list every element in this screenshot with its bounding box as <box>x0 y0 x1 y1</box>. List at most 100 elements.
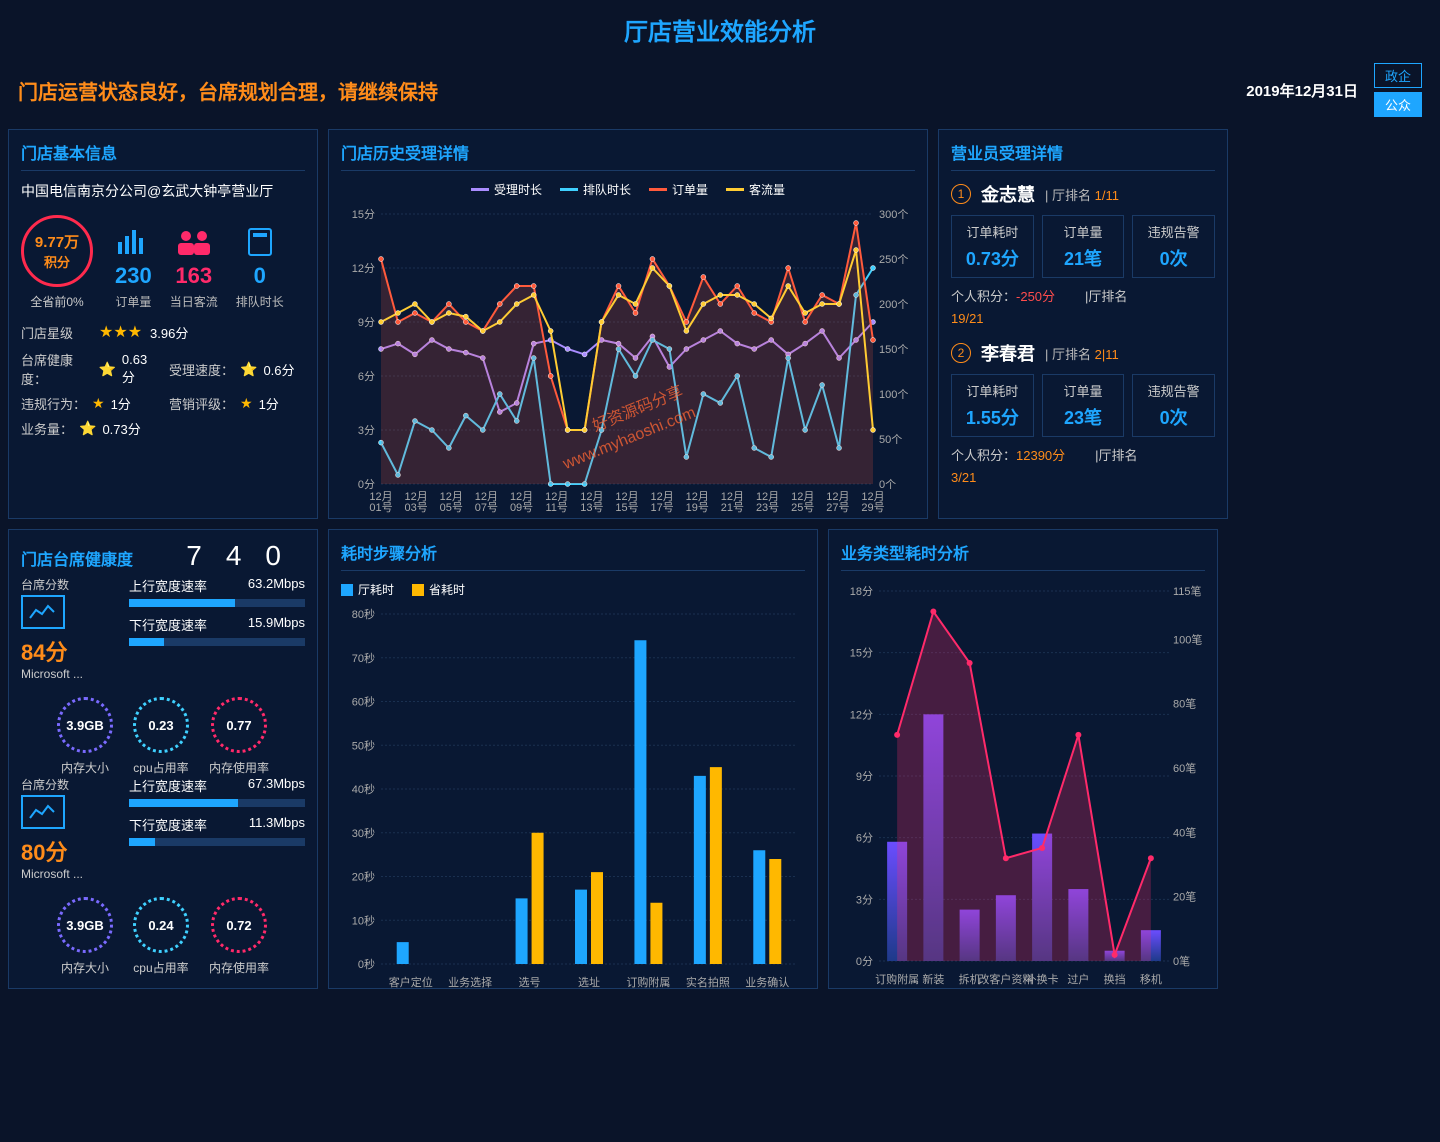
monitor-icon <box>21 795 65 829</box>
employee-card: 2 李春君 | 厅排名 2|11 订单耗时1.55分订单量23笔违规告警0次 个… <box>951 340 1215 485</box>
svg-text:05号: 05号 <box>440 501 463 514</box>
gauge: 3.9GB内存大小 <box>57 897 113 976</box>
svg-text:拆机: 拆机 <box>959 972 981 986</box>
legend-item: 省耗时 <box>412 581 465 598</box>
legend-item: 受理时长 <box>471 181 542 198</box>
biztype-chart-panel: 业务类型耗时分析 0分3分6分9分12分15分18分0笔20笔40笔60笔80笔… <box>828 529 1218 989</box>
svg-text:40笔: 40笔 <box>1173 825 1196 839</box>
gauge: 0.72内存使用率 <box>209 897 269 976</box>
seat-card: 台席分数 80分 Microsoft ... 上行宽度速率67.3Mbps 下行… <box>21 776 305 881</box>
star-icon: ★ <box>128 324 142 341</box>
svg-text:07号: 07号 <box>475 501 498 514</box>
gauge: 0.77内存使用率 <box>209 697 269 776</box>
svg-text:01号: 01号 <box>369 501 392 514</box>
legend-item: 厅耗时 <box>341 581 394 598</box>
step-chart-panel: 耗时步骤分析 厅耗时省耗时 0秒10秒20秒30秒40秒50秒60秒70秒80秒… <box>328 529 818 989</box>
svg-text:21号: 21号 <box>721 501 744 514</box>
step-chart: 0秒10秒20秒30秒40秒50秒60秒70秒80秒客户定位业务选择选号选址订购… <box>341 604 807 989</box>
zhengqi-button[interactable]: 政企 <box>1374 63 1422 88</box>
svg-text:30秒: 30秒 <box>352 826 375 840</box>
svg-text:15分: 15分 <box>850 647 873 660</box>
employee-name: 金志慧 <box>981 181 1035 207</box>
svg-text:29号: 29号 <box>861 501 884 514</box>
gauge: 0.24cpu占用率 <box>133 897 189 976</box>
star-score: 3.96分 <box>150 323 188 342</box>
svg-text:0笔: 0笔 <box>1173 954 1190 968</box>
svg-text:9分: 9分 <box>856 770 873 783</box>
svg-text:27号: 27号 <box>826 501 849 514</box>
svg-text:客户定位: 客户定位 <box>389 975 433 989</box>
svg-text:6分: 6分 <box>856 832 873 845</box>
svg-text:3分: 3分 <box>358 424 375 437</box>
svg-text:9分: 9分 <box>358 316 375 329</box>
score-circle: 9.77万 积分 <box>21 215 93 287</box>
svg-text:03号: 03号 <box>405 501 428 514</box>
detail-cell: 营销评级：★1分 <box>169 394 305 413</box>
detail-cell: 违规行为：★1分 <box>21 394 157 413</box>
svg-text:60笔: 60笔 <box>1173 761 1196 775</box>
svg-text:业务选择: 业务选择 <box>448 975 492 989</box>
svg-text:80笔: 80笔 <box>1173 697 1196 711</box>
svg-text:50秒: 50秒 <box>352 738 375 752</box>
svg-text:15号: 15号 <box>615 501 638 514</box>
svg-text:20秒: 20秒 <box>352 870 375 884</box>
svg-text:移机: 移机 <box>1140 972 1162 986</box>
stat-box: 订单耗时0.73分 <box>951 215 1034 278</box>
svg-text:100个: 100个 <box>879 388 908 401</box>
svg-text:20笔: 20笔 <box>1173 890 1196 904</box>
gauge: 3.9GB内存大小 <box>57 697 113 776</box>
employee-rank-badge: 2 <box>951 343 971 363</box>
svg-text:80秒: 80秒 <box>352 607 375 621</box>
svg-text:19号: 19号 <box>686 501 709 514</box>
biztype-chart: 0分3分6分9分12分15分18分0笔20笔40笔60笔80笔100笔115笔订… <box>841 581 1207 989</box>
svg-text:200个: 200个 <box>879 298 908 311</box>
metric-1: 163当日客流 <box>170 225 218 310</box>
store-info-panel: 门店基本信息 中国电信南京分公司@玄武大钟亭营业厅 9.77万 积分 全省前0%… <box>8 129 318 519</box>
svg-text:17号: 17号 <box>651 501 674 514</box>
svg-text:0秒: 0秒 <box>358 957 375 971</box>
svg-text:12分: 12分 <box>352 262 375 275</box>
stat-box: 订单量23笔 <box>1042 374 1125 437</box>
svg-text:50个: 50个 <box>879 433 902 446</box>
svg-text:0分: 0分 <box>856 955 873 968</box>
svg-text:70秒: 70秒 <box>352 651 375 665</box>
svg-text:选号: 选号 <box>519 976 541 989</box>
seat-health-title: 门店台席健康度 <box>21 546 133 576</box>
stat-box: 违规告警0次 <box>1132 215 1215 278</box>
svg-text:0个: 0个 <box>879 478 896 491</box>
svg-text:0分: 0分 <box>358 478 375 491</box>
gongzhong-button[interactable]: 公众 <box>1374 92 1422 117</box>
svg-text:150个: 150个 <box>879 343 908 356</box>
seat-health-panel: 门店台席健康度 740 台席分数 84分 Microsoft ... 上行宽度速… <box>8 529 318 989</box>
status-message: 门店运营状态良好，台席规划合理，请继续保持 <box>18 76 438 105</box>
svg-text:250个: 250个 <box>879 253 908 266</box>
employee-card: 1 金志慧 | 厅排名 1/11 订单耗时0.73分订单量21笔违规告警0次 个… <box>951 181 1215 326</box>
stat-box: 违规告警0次 <box>1132 374 1215 437</box>
svg-text:18分: 18分 <box>850 585 873 598</box>
svg-text:60秒: 60秒 <box>352 695 375 709</box>
svg-text:3分: 3分 <box>856 893 873 906</box>
svg-text:订购附属: 订购附属 <box>875 972 919 986</box>
employees-title: 营业员受理详情 <box>951 140 1215 171</box>
store-info-title: 门店基本信息 <box>21 140 305 171</box>
svg-text:300个: 300个 <box>879 208 908 221</box>
star-icon: ★ <box>113 324 127 341</box>
star-icon: ★ <box>99 324 113 341</box>
svg-text:过户: 过户 <box>1067 972 1089 986</box>
svg-text:40秒: 40秒 <box>352 782 375 796</box>
store-name: 中国电信南京分公司@玄武大钟亭营业厅 <box>21 181 305 201</box>
biztype-chart-title: 业务类型耗时分析 <box>841 540 1205 571</box>
page-title: 厅店营业效能分析 <box>0 12 1440 47</box>
svg-text:实名拍照: 实名拍照 <box>686 975 730 989</box>
star-label: 门店星级 <box>21 323 91 342</box>
svg-text:23号: 23号 <box>756 501 779 514</box>
svg-text:6分: 6分 <box>358 370 375 383</box>
history-chart: 0分3分6分9分12分15分0个50个100个150个200个250个300个1… <box>341 204 917 514</box>
svg-text:新装: 新装 <box>922 972 944 986</box>
provincial-rank: 全省前0% <box>21 293 93 310</box>
seat-card: 台席分数 84分 Microsoft ... 上行宽度速率63.2Mbps 下行… <box>21 576 305 681</box>
legend-item: 排队时长 <box>560 181 631 198</box>
svg-text:09号: 09号 <box>510 501 533 514</box>
step-chart-title: 耗时步骤分析 <box>341 540 805 571</box>
svg-text:订购附属: 订购附属 <box>626 975 670 989</box>
